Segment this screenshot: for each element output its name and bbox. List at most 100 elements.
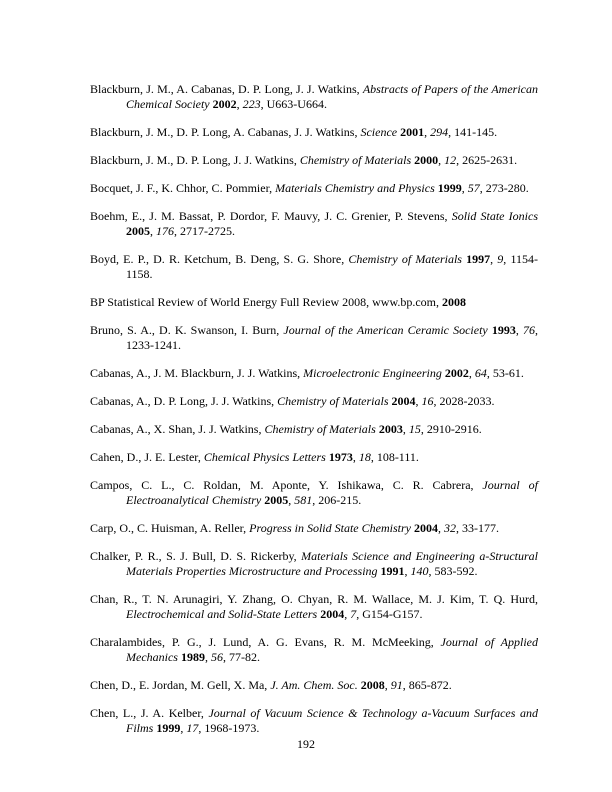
ref-authors: Blackburn, J. M., D. P. Long, J. J. Watk…: [90, 153, 300, 167]
ref-journal: J. Am. Chem. Soc.: [270, 678, 357, 692]
reference-entry: Chen, L., J. A. Kelber, Journal of Vacuu…: [90, 706, 538, 736]
reference-entry: Bruno, S. A., D. K. Swanson, I. Burn, Jo…: [90, 323, 538, 353]
ref-journal: Microelectronic Engineering: [303, 366, 442, 380]
ref-year: 1989: [181, 650, 205, 664]
ref-pages: 108-111.: [377, 450, 419, 464]
ref-volume: 223: [243, 97, 261, 111]
ref-year: 2000: [414, 153, 438, 167]
reference-entry: Blackburn, J. M., D. P. Long, A. Cabanas…: [90, 125, 538, 140]
ref-volume: 7: [350, 607, 356, 621]
ref-pages: 2910-2916.: [427, 422, 482, 436]
ref-year: 2008: [442, 295, 466, 309]
ref-pages: 33-177.: [462, 521, 499, 535]
ref-year: 2004: [391, 394, 415, 408]
ref-pages: 1968-1973.: [204, 721, 259, 735]
ref-volume: 581: [294, 493, 312, 507]
ref-journal: Chemistry of Materials: [264, 422, 375, 436]
ref-volume: 9: [497, 252, 503, 266]
ref-journal: Science: [360, 125, 397, 139]
ref-pages: 53-61.: [493, 366, 524, 380]
ref-volume: 57: [468, 181, 480, 195]
ref-authors: Bocquet, J. F., K. Chhor, C. Pommier,: [90, 181, 275, 195]
ref-authors: Bruno, S. A., D. K. Swanson, I. Burn,: [90, 323, 283, 337]
ref-authors: Chen, L., J. A. Kelber,: [90, 706, 208, 720]
ref-year: 2002: [445, 366, 469, 380]
ref-year: 2003: [379, 422, 403, 436]
ref-journal: Progress in Solid State Chemistry: [249, 521, 411, 535]
ref-authors: Chan, R., T. N. Arunagiri, Y. Zhang, O. …: [90, 592, 538, 606]
reference-entry: Cabanas, A., X. Shan, J. J. Watkins, Che…: [90, 422, 538, 437]
ref-pages: 141-145.: [454, 125, 497, 139]
ref-year: 1993: [492, 323, 516, 337]
ref-journal: Chemistry of Materials: [277, 394, 388, 408]
ref-authors: Charalambides, P. G., J. Lund, A. G. Eva…: [90, 635, 441, 649]
ref-authors: Boyd, E. P., D. R. Ketchum, B. Deng, S. …: [90, 252, 348, 266]
reference-entry: Chalker, P. R., S. J. Bull, D. S. Ricker…: [90, 549, 538, 579]
ref-pages: 273-280.: [486, 181, 529, 195]
ref-year: 1999: [438, 181, 462, 195]
ref-journal: Chemistry of Materials: [348, 252, 462, 266]
ref-year: 2005: [126, 224, 150, 238]
ref-pages: 2717-2725.: [180, 224, 235, 238]
references-list: Blackburn, J. M., A. Cabanas, D. P. Long…: [90, 82, 538, 736]
ref-pages: 206-215.: [318, 493, 361, 507]
reference-entry: Boyd, E. P., D. R. Ketchum, B. Deng, S. …: [90, 252, 538, 282]
ref-volume: 56: [211, 650, 223, 664]
ref-year: 2004: [414, 521, 438, 535]
ref-volume: 64: [475, 366, 487, 380]
ref-year: 1999: [156, 721, 180, 735]
ref-journal: Journal of the American Ceramic Society: [283, 323, 487, 337]
ref-authors: Carp, O., C. Huisman, A. Reller,: [90, 521, 249, 535]
reference-entry: Blackburn, J. M., D. P. Long, J. J. Watk…: [90, 153, 538, 168]
ref-authors: Blackburn, J. M., A. Cabanas, D. P. Long…: [90, 82, 363, 96]
reference-entry: Blackburn, J. M., A. Cabanas, D. P. Long…: [90, 82, 538, 112]
ref-authors: Blackburn, J. M., D. P. Long, A. Cabanas…: [90, 125, 360, 139]
ref-journal: Solid State Ionics: [452, 209, 538, 223]
ref-volume: 91: [391, 678, 403, 692]
ref-authors: Cabanas, A., X. Shan, J. J. Watkins,: [90, 422, 264, 436]
ref-journal: Materials Chemistry and Physics: [275, 181, 435, 195]
ref-year: 1997: [466, 252, 490, 266]
ref-authors: Cabanas, A., J. M. Blackburn, J. J. Watk…: [90, 366, 303, 380]
ref-authors: Campos, C. L., C. Roldan, M. Aponte, Y. …: [90, 478, 482, 492]
ref-year: 1973: [329, 450, 353, 464]
page-number: 192: [0, 737, 612, 752]
ref-pages: 1233-1241.: [126, 338, 181, 352]
ref-volume: 17: [186, 721, 198, 735]
ref-volume: 15: [409, 422, 421, 436]
ref-pages: 583-592.: [435, 564, 478, 578]
reference-entry: Bocquet, J. F., K. Chhor, C. Pommier, Ma…: [90, 181, 538, 196]
ref-year: 2002: [213, 97, 237, 111]
ref-volume: 18: [359, 450, 371, 464]
ref-pages: U663-U664.: [267, 97, 327, 111]
ref-volume: 32: [444, 521, 456, 535]
ref-journal: Chemical Physics Letters: [204, 450, 326, 464]
ref-pages: 2625-2631.: [462, 153, 517, 167]
ref-year: 1991: [381, 564, 405, 578]
reference-entry: Chen, D., E. Jordan, M. Gell, X. Ma, J. …: [90, 678, 538, 693]
ref-authors: Cabanas, A., D. P. Long, J. J. Watkins,: [90, 394, 277, 408]
ref-pages: 2028-2033.: [439, 394, 494, 408]
ref-year: 2001: [400, 125, 424, 139]
ref-volume: 12: [444, 153, 456, 167]
ref-volume: 176: [156, 224, 174, 238]
reference-entry: Cabanas, A., D. P. Long, J. J. Watkins, …: [90, 394, 538, 409]
ref-pages: 77-82.: [229, 650, 260, 664]
reference-entry: Campos, C. L., C. Roldan, M. Aponte, Y. …: [90, 478, 538, 508]
ref-volume: 294: [430, 125, 448, 139]
ref-journal: Electrochemical and Solid-State Letters: [126, 607, 317, 621]
reference-entry: Charalambides, P. G., J. Lund, A. G. Eva…: [90, 635, 538, 665]
ref-journal: Chemistry of Materials: [300, 153, 411, 167]
page-container: Blackburn, J. M., A. Cabanas, D. P. Long…: [0, 0, 612, 792]
ref-authors: Cahen, D., J. E. Lester,: [90, 450, 204, 464]
ref-year: 2005: [264, 493, 288, 507]
reference-entry: Chan, R., T. N. Arunagiri, Y. Zhang, O. …: [90, 592, 538, 622]
ref-authors: Chalker, P. R., S. J. Bull, D. S. Ricker…: [90, 549, 301, 563]
reference-entry: Cabanas, A., J. M. Blackburn, J. J. Watk…: [90, 366, 538, 381]
ref-authors: Boehm, E., J. M. Bassat, P. Dordor, F. M…: [90, 209, 452, 223]
reference-entry: Cahen, D., J. E. Lester, Chemical Physic…: [90, 450, 538, 465]
reference-entry: Boehm, E., J. M. Bassat, P. Dordor, F. M…: [90, 209, 538, 239]
reference-entry: BP Statistical Review of World Energy Fu…: [90, 295, 538, 310]
ref-authors: Chen, D., E. Jordan, M. Gell, X. Ma,: [90, 678, 270, 692]
ref-pages: 865-872.: [409, 678, 452, 692]
